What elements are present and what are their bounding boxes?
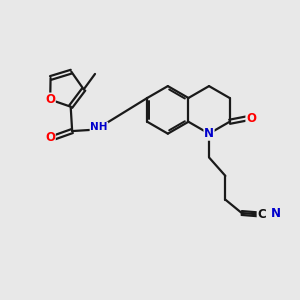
Text: O: O <box>45 93 55 106</box>
Text: N: N <box>271 207 281 220</box>
Text: O: O <box>246 112 256 125</box>
Text: C: C <box>257 208 266 221</box>
Text: NH: NH <box>90 122 108 132</box>
Text: O: O <box>45 131 55 144</box>
Text: N: N <box>204 127 214 140</box>
